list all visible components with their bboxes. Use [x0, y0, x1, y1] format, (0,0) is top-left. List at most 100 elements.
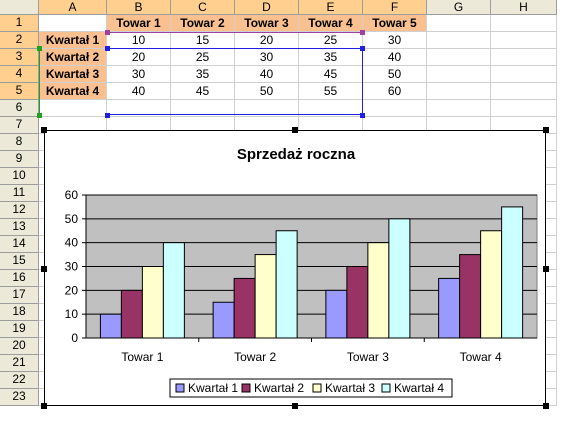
column-header-c[interactable]: C	[171, 0, 235, 15]
range-handle-blue-1[interactable]	[105, 46, 110, 51]
row-header-12[interactable]: 12	[0, 202, 39, 219]
cell-a1[interactable]	[39, 15, 107, 32]
cell-d6[interactable]	[235, 100, 299, 117]
chart-resize-handle-bm[interactable]	[292, 403, 298, 409]
row-header-13[interactable]: 13	[0, 219, 39, 236]
row-header-2[interactable]: 2	[0, 32, 39, 49]
chart-resize-handle-tl[interactable]	[41, 127, 47, 133]
bar-kwartal-2-towar-2	[233, 277, 256, 339]
cell-g4[interactable]	[427, 66, 491, 83]
cell-c4[interactable]: 35	[171, 66, 235, 83]
range-handle-purple-1[interactable]	[105, 30, 110, 35]
chart-resize-handle-br[interactable]	[543, 403, 549, 409]
cell-a4[interactable]: Kwartał 3	[39, 66, 107, 83]
range-handle-green-1[interactable]	[37, 46, 42, 51]
column-header-a[interactable]: A	[39, 0, 107, 15]
cell-h3[interactable]	[491, 49, 557, 66]
bar-kwartal-2-towar-1	[120, 289, 143, 339]
cell-c3[interactable]: 25	[171, 49, 235, 66]
row-header-6[interactable]: 6	[0, 100, 39, 117]
range-handle-blue-2[interactable]	[360, 46, 365, 51]
cell-h5[interactable]	[491, 83, 557, 100]
cell-b3[interactable]: 20	[107, 49, 171, 66]
cell-h2[interactable]	[491, 32, 557, 49]
cell-a2[interactable]: Kwartał 1	[39, 32, 107, 49]
chart-resize-handle-tr[interactable]	[543, 127, 549, 133]
chart-resize-handle-mr[interactable]	[543, 266, 549, 272]
cell-b5[interactable]: 40	[107, 83, 171, 100]
legend-label: Kwartał 3	[325, 381, 375, 395]
row-header-17[interactable]: 17	[0, 287, 39, 304]
row-header-9[interactable]: 9	[0, 151, 39, 168]
row-header-15[interactable]: 15	[0, 253, 39, 270]
cell-d2[interactable]: 20	[235, 32, 299, 49]
chart-resize-handle-ml[interactable]	[41, 266, 47, 272]
bar-chart: Sprzedaż roczna 0 10 20 30 40 50 60 Towar 1 Towar…	[65, 146, 538, 398]
cell-g2[interactable]	[427, 32, 491, 49]
cell-a6[interactable]	[39, 100, 107, 117]
cell-f1[interactable]: Towar 5	[363, 15, 427, 32]
cell-d4[interactable]: 40	[235, 66, 299, 83]
cell-h6[interactable]	[491, 100, 557, 117]
column-header-f[interactable]: F	[363, 0, 427, 15]
column-header-b[interactable]: B	[107, 0, 171, 15]
column-header-e[interactable]: E	[299, 0, 363, 15]
row-header-11[interactable]: 11	[0, 185, 39, 202]
column-header-h[interactable]: H	[491, 0, 557, 15]
cell-h4[interactable]	[491, 66, 557, 83]
row-header-21[interactable]: 21	[0, 355, 39, 372]
cell-f5[interactable]: 60	[363, 83, 427, 100]
cell-b6[interactable]	[107, 100, 171, 117]
cell-f6[interactable]	[363, 100, 427, 117]
column-header-d[interactable]: D	[235, 0, 299, 15]
cell-b1[interactable]: Towar 1	[107, 15, 171, 32]
cell-e1[interactable]: Towar 4	[299, 15, 363, 32]
row-header-7[interactable]: 7	[0, 117, 39, 134]
row-header-4[interactable]: 4	[0, 66, 39, 83]
row-header-23[interactable]: 23	[0, 389, 39, 406]
cell-f3[interactable]: 40	[363, 49, 427, 66]
range-handle-purple-2[interactable]	[360, 30, 365, 35]
row-header-22[interactable]: 22	[0, 372, 39, 389]
cell-c2[interactable]: 15	[171, 32, 235, 49]
cell-g5[interactable]	[427, 83, 491, 100]
cell-f4[interactable]: 50	[363, 66, 427, 83]
chart-object[interactable]: Sprzedaż roczna 0 10 20 30 40 50 60 Towar 1 Towar…	[44, 130, 546, 406]
row-header-16[interactable]: 16	[0, 270, 39, 287]
cell-h1[interactable]	[491, 15, 557, 32]
cell-g3[interactable]	[427, 49, 491, 66]
cell-d5[interactable]: 50	[235, 83, 299, 100]
row-header-1[interactable]: 1	[0, 15, 39, 32]
select-all-corner[interactable]	[0, 0, 39, 15]
bar-kwartal-2-towar-3	[346, 266, 369, 339]
row-header-14[interactable]: 14	[0, 236, 39, 253]
cell-b2[interactable]: 10	[107, 32, 171, 49]
range-handle-green-2[interactable]	[37, 113, 42, 118]
row-header-5[interactable]: 5	[0, 83, 39, 100]
bar-kwartal-2-towar-4	[459, 254, 482, 339]
cell-d1[interactable]: Towar 3	[235, 15, 299, 32]
row-header-10[interactable]: 10	[0, 168, 39, 185]
cell-c6[interactable]	[171, 100, 235, 117]
cell-a3[interactable]: Kwartał 2	[39, 49, 107, 66]
row-header-20[interactable]: 20	[0, 338, 39, 355]
cell-c5[interactable]: 45	[171, 83, 235, 100]
row-header-18[interactable]: 18	[0, 304, 39, 321]
chart-resize-handle-bl[interactable]	[41, 403, 47, 409]
x-tick-label: Towar 4	[460, 350, 502, 364]
chart-resize-handle-tm[interactable]	[292, 127, 298, 133]
cell-e2[interactable]: 25	[299, 32, 363, 49]
range-handle-blue-3[interactable]	[105, 113, 110, 118]
row-header-8[interactable]: 8	[0, 134, 39, 151]
cell-c1[interactable]: Towar 2	[171, 15, 235, 32]
cell-d3[interactable]: 30	[235, 49, 299, 66]
column-header-g[interactable]: G	[427, 0, 491, 15]
row-header-3[interactable]: 3	[0, 49, 39, 66]
cell-f2[interactable]: 30	[363, 32, 427, 49]
range-handle-blue-4[interactable]	[360, 113, 365, 118]
row-header-19[interactable]: 19	[0, 321, 39, 338]
cell-g1[interactable]	[427, 15, 491, 32]
cell-a5[interactable]: Kwartał 4	[39, 83, 107, 100]
cell-b4[interactable]: 30	[107, 66, 171, 83]
cell-g6[interactable]	[427, 100, 491, 117]
